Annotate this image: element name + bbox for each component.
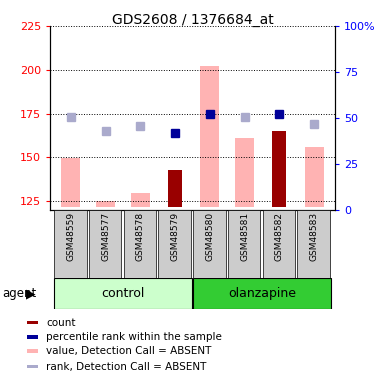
- Text: rank, Detection Call = ABSENT: rank, Detection Call = ABSENT: [46, 362, 206, 372]
- Text: percentile rank within the sample: percentile rank within the sample: [46, 332, 222, 342]
- Bar: [235, 138, 254, 207]
- Text: GSM48578: GSM48578: [136, 212, 145, 261]
- Bar: [54, 210, 87, 278]
- Bar: [228, 210, 260, 278]
- Text: control: control: [101, 287, 145, 300]
- Bar: [124, 210, 156, 278]
- Bar: [193, 278, 331, 309]
- Bar: [298, 210, 330, 278]
- Bar: [131, 192, 150, 207]
- Bar: [305, 147, 324, 207]
- Text: GSM48580: GSM48580: [205, 212, 214, 261]
- Bar: [27, 349, 38, 352]
- Bar: [27, 335, 38, 339]
- Bar: [159, 210, 191, 278]
- Text: GSM48582: GSM48582: [275, 212, 284, 261]
- Text: GDS2608 / 1376684_at: GDS2608 / 1376684_at: [112, 13, 273, 27]
- Bar: [27, 321, 38, 324]
- Bar: [61, 158, 80, 207]
- Text: GSM48559: GSM48559: [66, 212, 75, 261]
- Text: olanzapine: olanzapine: [228, 287, 296, 300]
- Text: GSM48581: GSM48581: [240, 212, 249, 261]
- Bar: [27, 365, 38, 369]
- Text: count: count: [46, 318, 75, 328]
- Text: GSM48577: GSM48577: [101, 212, 110, 261]
- Text: agent: agent: [2, 287, 36, 300]
- Bar: [96, 201, 115, 207]
- Bar: [273, 131, 286, 207]
- Bar: [168, 170, 182, 207]
- Bar: [263, 210, 295, 278]
- Text: GSM48583: GSM48583: [310, 212, 319, 261]
- Text: ▶: ▶: [26, 287, 36, 300]
- Bar: [89, 210, 121, 278]
- Bar: [200, 66, 219, 207]
- Bar: [193, 210, 226, 278]
- Text: GSM48579: GSM48579: [171, 212, 180, 261]
- Text: value, Detection Call = ABSENT: value, Detection Call = ABSENT: [46, 346, 211, 356]
- Bar: [54, 278, 192, 309]
